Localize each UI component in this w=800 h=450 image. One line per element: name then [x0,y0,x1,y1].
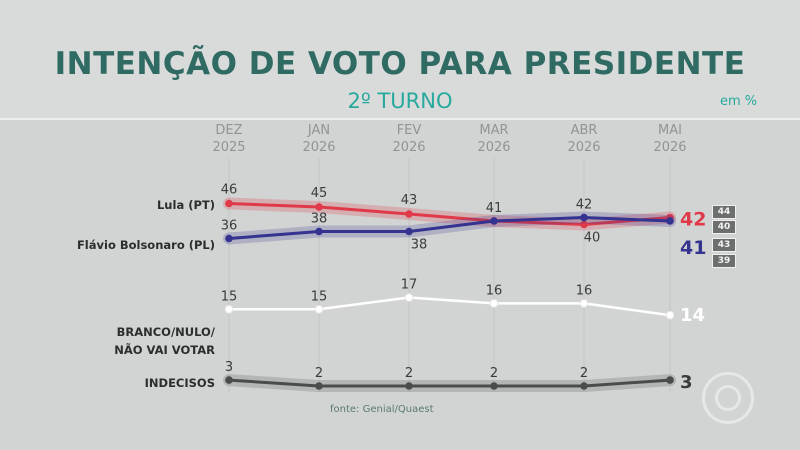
data-label-lula-0: 46 [221,183,238,198]
data-label-branco-2: 17 [401,278,418,293]
data-label-flavio-1: 38 [311,212,328,227]
legend-flavio: Flávio Bolsonaro (PL) [76,238,215,252]
point-flavio-3 [490,217,498,225]
header-divider [0,118,800,120]
point-branco-5 [665,310,675,320]
data-label-lula-2: 43 [401,193,418,208]
data-label-branco-1: 15 [311,289,328,304]
end-label-branco: 14 [680,305,705,326]
flavio-margin-upper: 43 [712,238,736,252]
data-label-indecisos-1: 2 [315,366,323,381]
point-flavio-1 [315,227,323,236]
point-flavio-4 [580,213,588,222]
data-label-branco-0: 15 [221,289,238,304]
legend-lula: Lula (PT) [156,198,215,212]
point-indecisos-5 [666,376,674,384]
data-label-branco-3: 16 [486,283,503,298]
data-label-lula-1: 45 [311,186,328,201]
data-label-indecisos-3: 2 [490,366,498,381]
series-line-indecisos [228,378,671,388]
data-label-indecisos-0: 3 [225,360,233,375]
month-label-jan: JAN 2026 [302,123,336,155]
data-label-lula-4: 40 [584,231,601,246]
unit-label: em % [720,94,758,109]
data-label-flavio-3: 41 [486,201,503,216]
point-branco-3 [489,299,499,308]
series-line-lula [228,202,671,226]
point-indecisos-1 [315,382,323,390]
point-indecisos-0 [225,376,233,384]
source-note: fonte: Genial/Quaest [330,404,434,415]
point-indecisos-2 [405,382,413,390]
data-label-indecisos-4: 2 [580,366,588,381]
header-band [0,0,800,118]
watermark-logo [702,372,754,424]
point-branco-4 [579,299,589,308]
end-label-indecisos: 3 [680,372,693,393]
data-label-flavio-0: 36 [221,219,238,234]
point-branco-1 [314,305,324,314]
data-label-branco-4: 16 [576,283,593,298]
month-label-dez: DEZ 2025 [212,123,246,155]
point-indecisos-4 [580,382,588,390]
point-indecisos-3 [490,382,498,390]
month-label-mar: MAR 2026 [477,123,511,155]
end-label-flavio: 41 [680,237,706,259]
legend-indecisos: INDECISOS [144,376,215,390]
point-branco-2 [404,293,414,302]
series-line-flavio [228,216,671,240]
point-flavio-0 [225,234,233,243]
point-lula-0 [225,199,233,208]
month-label-abr: ABR 2026 [567,123,601,155]
lula-margin-upper: 44 [712,205,736,219]
lula-margin-lower: 40 [712,220,736,234]
chart-title: INTENÇÃO DE VOTO PARA PRESIDENTE [54,46,746,82]
series-line-branco [229,296,671,317]
month-label-mai: MAI 2026 [653,123,687,155]
flavio-margin-lower: 39 [712,254,736,268]
data-label-flavio-2: 38 [411,238,428,253]
point-flavio-2 [405,227,413,236]
point-branco-0 [224,305,234,314]
month-label-fev: FEV 2026 [392,123,426,155]
end-label-lula: 42 [680,209,706,231]
data-label-flavio-4: 42 [576,198,593,213]
point-lula-1 [315,203,323,211]
point-lula-4 [580,220,588,229]
chart-subtitle: 2º TURNO [347,89,453,113]
data-label-indecisos-2: 2 [405,366,413,381]
point-flavio-5 [666,217,674,225]
legend-branco: BRANCO/NULO/NÃO VAI VOTAR [114,325,215,357]
point-lula-2 [405,210,413,218]
